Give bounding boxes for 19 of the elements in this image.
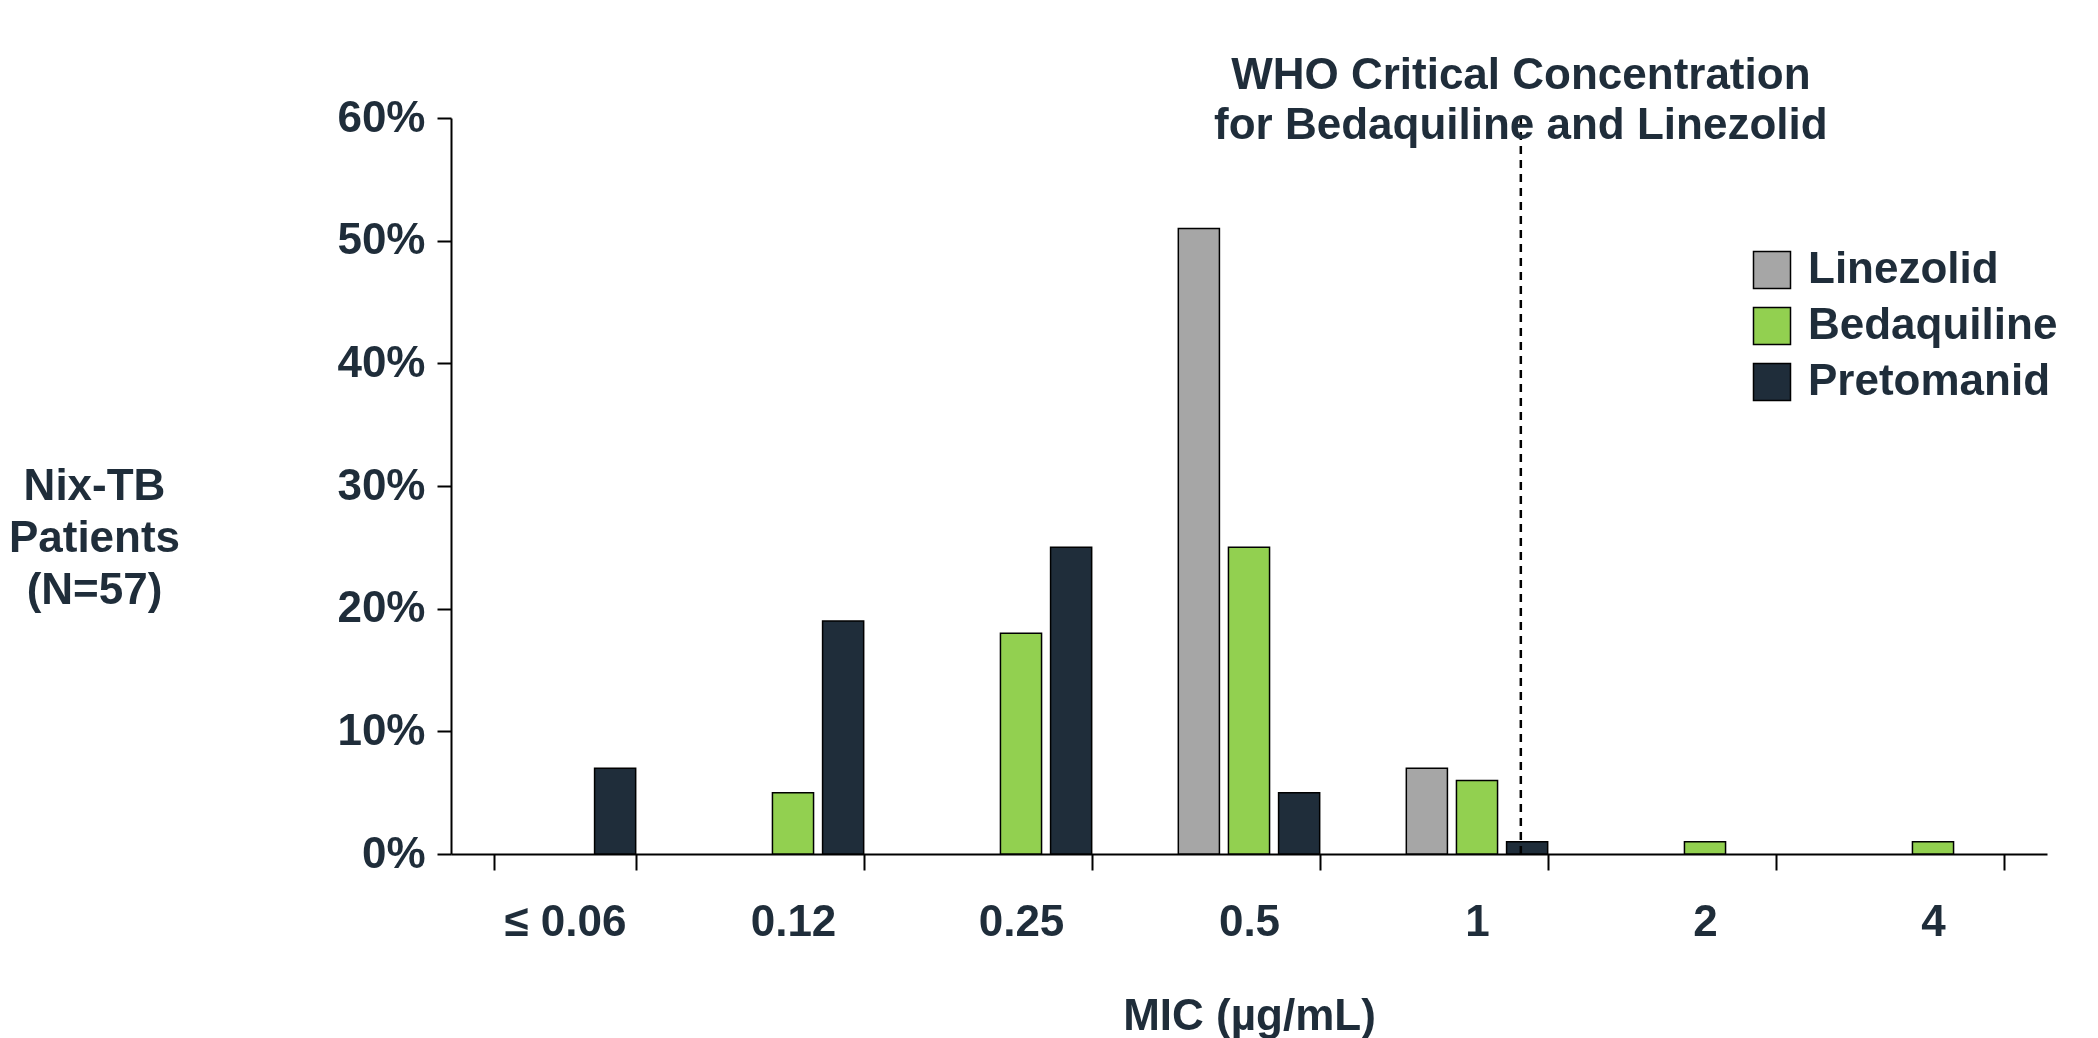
y-axis-title: Nix-TB Patients (N=57) — [8, 459, 181, 613]
x-tick-label: 2 — [1693, 895, 1718, 945]
y-tick-label: 0% — [361, 827, 426, 877]
x-tick-label: ≤ 0.06 — [504, 895, 627, 945]
x-tick-label: 0.25 — [978, 895, 1065, 945]
y-tick-label: 30% — [337, 459, 426, 509]
legend-label: Pretomanid — [1808, 355, 2051, 404]
y-tick-label: 50% — [337, 214, 426, 264]
x-tick-label: 0.12 — [750, 895, 837, 945]
y-tick-label: 40% — [337, 336, 426, 386]
y-tick-label: 20% — [337, 582, 426, 632]
x-tick-label: 4 — [1921, 895, 1947, 945]
legend-label: Bedaquiline — [1808, 299, 2058, 348]
x-tick-label: 0.5 — [1218, 895, 1281, 945]
x-tick-label: 1 — [1465, 895, 1490, 945]
y-tick-label: 10% — [337, 704, 426, 754]
legend-label: Linezolid — [1808, 243, 1999, 292]
chart-title: WHO Critical Concentration for Bedaquiline and Linezolid — [1214, 49, 1828, 148]
y-tick-label: 60% — [337, 91, 426, 141]
